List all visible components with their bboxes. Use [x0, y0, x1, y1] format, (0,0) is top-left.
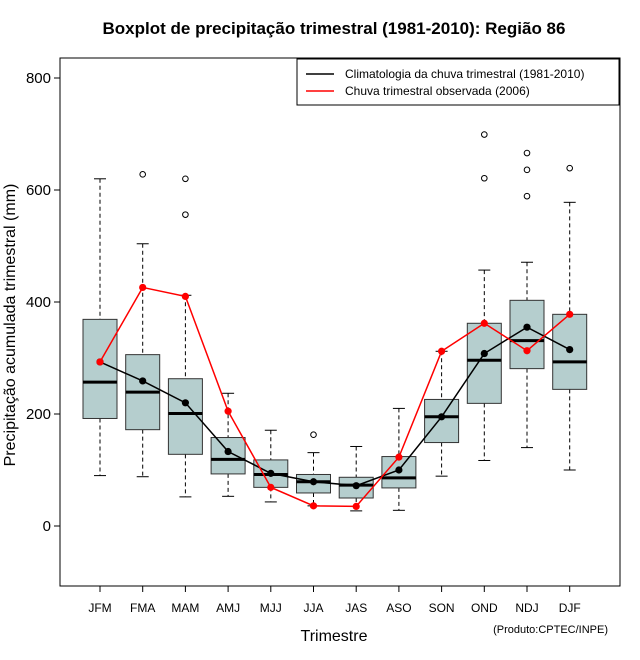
x-tick-label: OND: [471, 601, 498, 615]
series-point: [96, 358, 104, 366]
x-tick-label: MJJ: [260, 601, 282, 615]
box-iqr: [466, 322, 502, 404]
x-tick-label: JAS: [345, 601, 367, 615]
x-axis: JFM FMA MAM AMJ MJJ JJA JAS ASO SON OND NDJ DJF: [88, 585, 581, 615]
chart-title: Boxplot de precipitação trimestral (1981…: [103, 19, 566, 38]
outlier-point: [523, 166, 531, 174]
box-series: [82, 131, 588, 512]
x-tick-label: AMJ: [216, 601, 240, 615]
line-series: [96, 283, 574, 510]
series-point: [352, 482, 360, 490]
box-aso: [381, 407, 417, 511]
legend-label-climatology: Climatologia da chuva trimestral (1981-2…: [345, 67, 584, 81]
outlier-point: [523, 149, 531, 157]
outlier-point: [523, 192, 531, 200]
box-iqr: [210, 437, 246, 475]
series-climatology: [96, 323, 574, 490]
legend: Climatologia da chuva trimestral (1981-2…: [296, 58, 620, 106]
series-point: [139, 283, 147, 292]
x-tick-label: ASO: [386, 601, 411, 615]
series-point: [480, 349, 488, 358]
series-point: [523, 347, 531, 355]
series-point: [309, 502, 318, 510]
legend-box: [296, 58, 620, 106]
series-point: [352, 502, 360, 510]
box-jas: [338, 445, 374, 512]
outlier-point: [182, 175, 189, 183]
series-point: [224, 407, 232, 415]
box-son: [424, 350, 460, 477]
series-point: [566, 310, 574, 318]
series-point: [395, 453, 403, 461]
y-tick-label: 400: [26, 294, 51, 311]
y-axis: 0 200 400 600 800: [26, 70, 61, 535]
box-mam: [167, 175, 203, 498]
x-tick-label: SON: [429, 601, 455, 615]
box-amj: [210, 392, 246, 497]
credit-text: (Produto:CPTEC/INPE): [493, 624, 608, 636]
outlier-point: [182, 211, 189, 218]
series-line: [99, 286, 571, 508]
series-point: [181, 292, 189, 300]
y-tick-label: 200: [26, 406, 51, 423]
outlier-point: [139, 171, 146, 178]
series-point: [523, 323, 531, 331]
series-point: [438, 347, 446, 355]
x-tick-label: DJF: [559, 601, 581, 615]
series-point: [566, 346, 574, 354]
series-observed: [96, 283, 574, 510]
x-tick-label: NDJ: [515, 601, 538, 615]
series-point: [224, 447, 232, 456]
box-fma: [125, 171, 161, 478]
series-point: [395, 466, 403, 474]
box-ndj: [509, 149, 545, 449]
x-axis-title: Trimestre: [301, 628, 368, 645]
series-point: [438, 413, 446, 421]
x-tick-label: FMA: [130, 601, 155, 615]
y-axis-title: Precipitação acumulada trimestral (mm): [2, 184, 19, 467]
series-point: [267, 469, 275, 477]
box-iqr: [381, 456, 417, 489]
y-tick-label: 800: [26, 70, 51, 87]
box-jja: [296, 431, 331, 507]
box-ond: [466, 131, 502, 461]
box-jfm: [82, 178, 118, 477]
box-iqr: [424, 398, 460, 444]
series-point: [181, 399, 189, 407]
outlier-point: [481, 174, 488, 182]
x-tick-label: MAM: [171, 601, 199, 615]
series-line: [99, 326, 571, 487]
box-iqr: [82, 318, 118, 419]
series-point: [139, 377, 147, 385]
series-point: [480, 319, 488, 327]
outlier-point: [310, 431, 317, 439]
series-point: [267, 483, 275, 491]
series-point: [309, 478, 318, 486]
x-tick-label: JFM: [88, 601, 111, 615]
outlier-point: [481, 131, 488, 138]
y-tick-label: 0: [43, 518, 51, 535]
x-tick-label: JJA: [303, 601, 323, 615]
outlier-point: [566, 164, 574, 172]
y-tick-label: 600: [26, 182, 51, 199]
legend-label-observed: Chuva trimestral observada (2006): [345, 84, 530, 98]
